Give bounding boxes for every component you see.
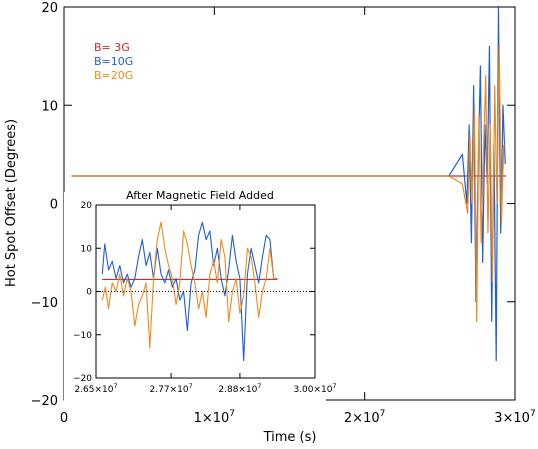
tick-exponent: 7: [530, 409, 536, 419]
inset-background: [64, 192, 326, 402]
main-plot: 0 1×107 2×107 3×107 −20 −10 0 10 20 Time (s) Ho…: [4, 1, 536, 445]
inset-plot: After Magnetic Field Added 2.65×107 2.77×…: [64, 189, 337, 402]
tick-label: 10: [41, 99, 58, 114]
main-x-ticks: 0 1×107 2×107 3×107: [60, 7, 536, 426]
tick-label: 10: [81, 244, 93, 254]
tick-exponent: 7: [257, 383, 261, 390]
legend-entry: B=10G: [94, 55, 133, 68]
tick-label: 20: [81, 201, 93, 211]
legend-entry: B=20G: [94, 69, 133, 82]
tick-label: −20: [31, 394, 58, 409]
tick-label: −20: [73, 374, 92, 384]
tick-label: −10: [73, 331, 92, 341]
tick-label: 0: [60, 411, 68, 426]
tick-label: 2.65×107: [74, 383, 117, 395]
y-axis-label: Hot Spot Offset (Degrees): [4, 119, 19, 287]
tick-label: 20: [41, 1, 58, 16]
tick-label: 2×107: [344, 409, 386, 426]
tick-label: 3.00×107: [293, 383, 336, 395]
series-line-1-2: [101, 221, 278, 349]
tick-exponent: 7: [229, 409, 235, 419]
tick-exponent: 7: [380, 409, 386, 419]
inset-x-ticks: 2.65×107 2.77×107 2.88×107 3.00×107: [74, 205, 337, 395]
legend-entry: B= 3G: [94, 41, 130, 54]
tick-label: 2.77×107: [150, 383, 193, 395]
main-series-group: [71, 6, 506, 362]
x-axis-label: Time (s): [263, 430, 317, 445]
tick-label: −10: [31, 296, 58, 311]
tick-label: 2.88×107: [218, 383, 261, 395]
tick-exponent: 7: [114, 383, 118, 390]
tick-label: 3×107: [494, 409, 536, 426]
series-line-0-2: [71, 45, 505, 322]
main-y-ticks: −20 −10 0 10 20: [31, 1, 515, 409]
tick-label: 0: [86, 288, 92, 298]
tick-exponent: 7: [333, 383, 337, 390]
inset-series-group: [101, 221, 278, 362]
tick-exponent: 7: [189, 383, 193, 390]
tick-label: 1×107: [194, 409, 236, 426]
inset-title: After Magnetic Field Added: [126, 189, 274, 202]
series-line-1-1: [101, 221, 278, 362]
inset-y-ticks: −20 −10 0 10 20: [73, 201, 315, 384]
tick-label: 0: [50, 198, 58, 213]
